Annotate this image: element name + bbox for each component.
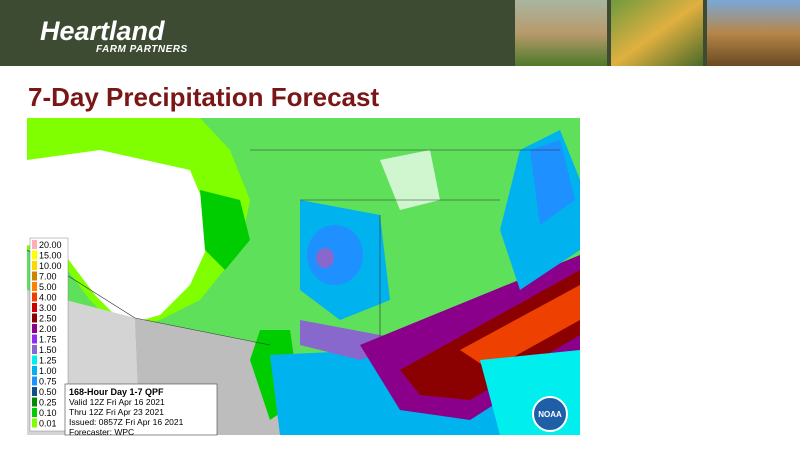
legend-label: 4.00 [39,293,57,303]
legend-swatch [32,334,37,344]
info-line: Valid 12Z Fri Apr 16 2021 [69,397,165,407]
photo [707,0,800,66]
noaa-logo [532,396,568,432]
legend-swatch [32,376,37,386]
tagline: FARM PARTNERS [96,44,188,55]
legend-label: 0.01 [39,419,57,429]
legend-swatch [32,282,37,291]
info-line: Forecaster: WPC [69,427,134,437]
legend-label: 0.50 [39,387,57,397]
info-line: 168-Hour Day 1-7 QPF [69,387,164,397]
legend-swatch [32,355,37,365]
legend-label: 0.75 [39,377,57,387]
legend-label: 2.50 [39,314,57,324]
info-line: Thru 12Z Fri Apr 23 2021 [69,407,164,417]
legend-label: 0.25 [39,398,57,408]
brand: Heartland [40,16,165,46]
legend: 20.0015.0010.007.005.004.003.002.502.001… [32,240,62,429]
info-box [64,383,218,436]
legend-swatch [32,366,37,375]
legend-label: 3.00 [39,303,57,313]
legend-swatch [32,250,37,260]
legend-swatch [32,292,37,302]
legend-swatch [32,271,37,281]
legend-swatch [32,418,37,428]
legend-swatch [32,261,37,270]
legend-swatch [32,345,37,354]
legend-label: 20.00 [39,240,62,250]
legend-label: 0.10 [39,408,57,418]
legend-label: 5.00 [39,282,57,292]
photo [515,0,607,66]
legend-label: 15.00 [39,251,62,261]
legend-swatch [32,408,37,417]
legend-swatch [32,397,37,407]
photo [611,0,703,66]
legend-label: 10.00 [39,261,62,271]
legend-swatch [32,387,37,396]
legend-label: 7.00 [39,272,57,282]
legend-label: 1.25 [39,356,57,366]
legend-swatch [32,240,37,249]
info-line: Issued: 0857Z Fri Apr 16 2021 [69,417,184,427]
noaa-text: NOAA [538,410,562,419]
legend-label: 1.50 [39,345,57,355]
legend-swatch [32,303,37,312]
legend-label: 1.75 [39,335,57,345]
legend-swatch [32,324,37,333]
slide-title: 7-Day Precipitation Forecast [28,82,379,112]
legend-label: 2.00 [39,324,57,334]
legend-swatch [32,313,37,323]
legend-label: 1.00 [39,366,57,376]
